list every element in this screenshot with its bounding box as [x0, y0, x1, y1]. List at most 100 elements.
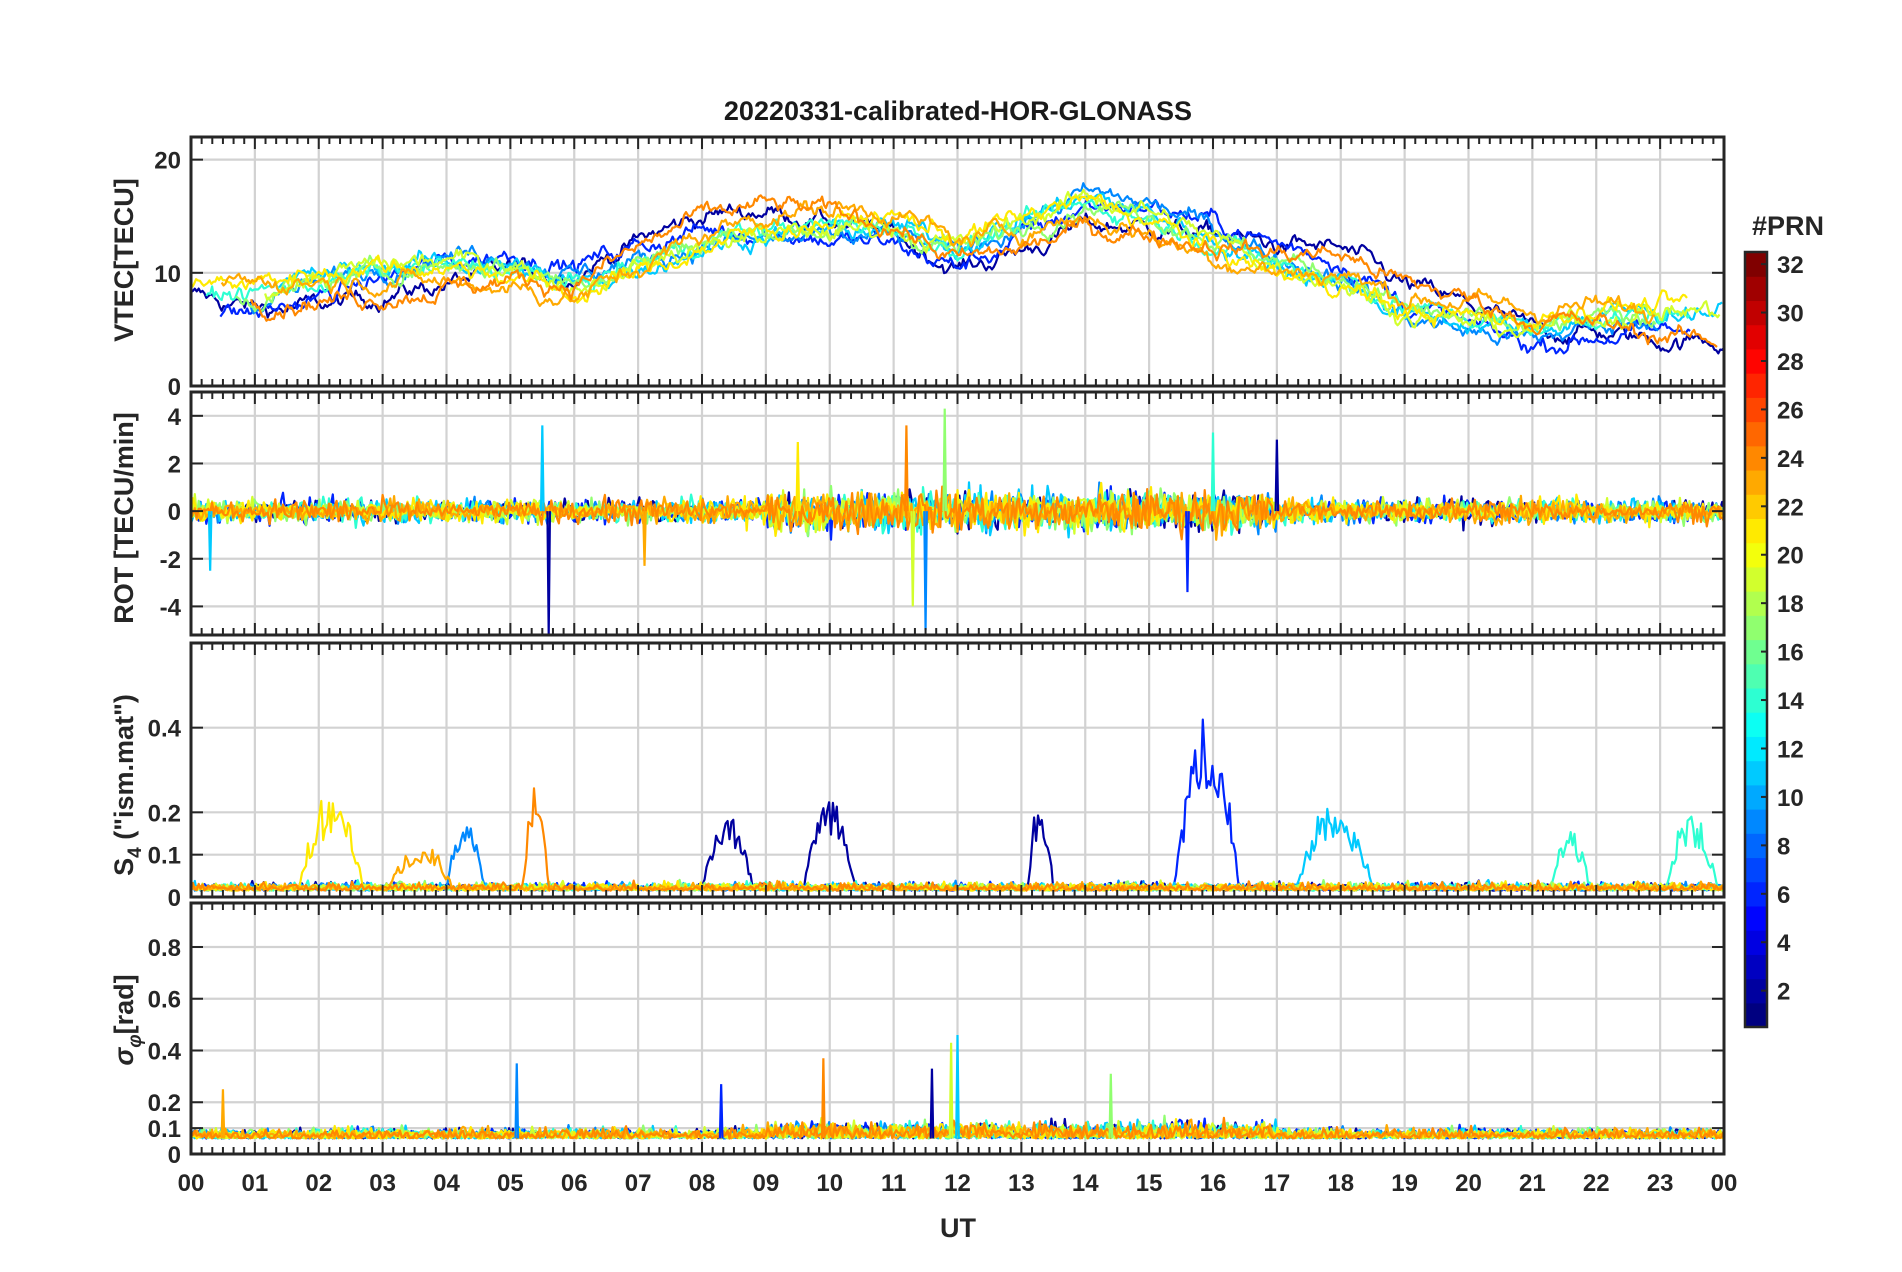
spike-mark [948, 1042, 954, 1139]
colorbar-swatch [1745, 300, 1767, 326]
spike-mark [1210, 432, 1216, 512]
ytick-label-s4: 0.2 [148, 800, 181, 827]
spike-mark [642, 511, 647, 566]
ylabel-sigma-sub: φ [125, 1034, 146, 1047]
series-group-sigma [191, 1034, 1724, 1140]
ylabel-s4-rest: ("ism.mat") [109, 694, 139, 847]
spike-mark [220, 1089, 226, 1139]
spike-mark [820, 1058, 826, 1139]
xtick-label: 14 [1072, 1170, 1099, 1197]
x-axis-label: UT [940, 1213, 976, 1243]
colorbar-swatch [1745, 930, 1767, 955]
xtick-label: 03 [369, 1170, 396, 1197]
colorbar-swatch [1745, 663, 1767, 689]
ylabel-vtec: VTEC[TECU] [109, 178, 139, 342]
spike-mark [904, 425, 909, 512]
series-line [235, 200, 1657, 334]
xtick-label: 07 [625, 1170, 652, 1197]
ytick-label-sigma: 0.2 [148, 1090, 181, 1117]
colorbar-swatch [1745, 978, 1767, 1004]
x-axis-ticks: 00 01 02 03 04 05 06 07 08 09 10 11 12 13 14 15 16 17 18 19… [178, 1170, 1738, 1197]
xtick-label: 00 [1711, 1170, 1738, 1197]
ytick-label-vtec: 20 [154, 148, 181, 175]
series-line [191, 1116, 1724, 1140]
ylabel-sigma-rest: [rad] [109, 974, 139, 1034]
series-group-vtec [191, 182, 1724, 355]
colorbar-tick-label: 32 [1777, 252, 1804, 279]
spike-mark [923, 511, 928, 631]
colorbar-tick-label: 18 [1777, 591, 1804, 618]
xtick-label: 19 [1391, 1170, 1418, 1197]
xtick-label: 10 [816, 1170, 843, 1197]
series-line [205, 199, 1691, 336]
colorbar-swatch [1745, 397, 1767, 423]
xtick-label: 01 [242, 1170, 269, 1197]
colorbar-swatch [1745, 348, 1767, 374]
colorbar-swatch [1745, 276, 1767, 302]
colorbar-swatch [1745, 1002, 1767, 1028]
colorbar-swatch [1745, 881, 1767, 907]
xtick-label: 13 [1008, 1170, 1035, 1197]
xtick-label: 15 [1136, 1170, 1163, 1197]
xtick-label: 17 [1264, 1170, 1291, 1197]
panel-sigma: σφ[rad] 00.10.2 0.4 0.6 0.8 [109, 901, 1726, 1169]
ylabel-s4: S4 ("ism.mat") [109, 694, 146, 876]
ytick-label-s4: 0 [168, 885, 181, 912]
colorbar-swatch [1745, 905, 1767, 931]
colorbar-swatch [1745, 736, 1767, 762]
spike-mark [546, 511, 552, 635]
colorbar-frame [1743, 250, 1769, 1029]
colorbar-swatch [1745, 712, 1767, 737]
spike-mark [955, 1034, 960, 1139]
ytick-label-rot: 0 [168, 499, 181, 526]
panel-vtec: VTEC[TECU] 0 10 20 [109, 135, 1726, 401]
ytick-label-sigma: 0.4 [148, 1038, 182, 1065]
colorbar-swatch [1745, 445, 1767, 471]
ylabel-rot: ROT [TECU/min] [109, 412, 139, 623]
colorbar-swatch [1745, 687, 1767, 713]
colorbar-swatch [1745, 639, 1767, 665]
colorbar-swatch [1745, 373, 1767, 398]
xtick-label: 20 [1455, 1170, 1482, 1197]
colorbar-tick-label: 20 [1777, 543, 1804, 570]
colorbar-swatch [1745, 469, 1767, 495]
series-line [191, 485, 1724, 541]
series-line [191, 194, 1688, 332]
panel-rot: ROT [TECU/min] -4 -2 0 2 4 [109, 390, 1726, 637]
spike-mark [910, 511, 916, 607]
colorbar-swatch [1745, 324, 1767, 350]
colorbar-tick-label: 10 [1777, 785, 1804, 812]
ylabel-sigma-main: σ [109, 1047, 139, 1066]
ytick-label-rot: 4 [168, 404, 182, 431]
ytick-label-rot: 2 [168, 451, 181, 478]
colorbar-swatch [1745, 615, 1767, 641]
spike-mark [207, 511, 213, 571]
colorbar-tick-label: 26 [1777, 397, 1804, 424]
spike-mark [942, 408, 948, 512]
colorbar-tick-label: 30 [1777, 301, 1804, 328]
colorbar-swatch [1745, 421, 1767, 447]
xtick-label: 12 [944, 1170, 971, 1197]
ytick-label-sigma: 0.8 [148, 935, 181, 962]
xtick-label: 08 [689, 1170, 716, 1197]
colorbar-swatch [1745, 518, 1767, 544]
spike-mark [1108, 1073, 1114, 1139]
ytick-label-vtec: 0 [168, 374, 181, 401]
colorbar-label: #PRN [1752, 211, 1824, 241]
colorbar-tick-label: 22 [1777, 494, 1804, 521]
colorbar-swatch [1745, 760, 1767, 786]
colorbar-swatch [1745, 784, 1767, 810]
ylabel-sigma: σφ[rad] [109, 974, 146, 1065]
colorbar-swatch [1745, 591, 1767, 616]
xtick-label: 06 [561, 1170, 588, 1197]
colorbar-tick-label: 2 [1777, 979, 1790, 1006]
xtick-label: 22 [1583, 1170, 1610, 1197]
spike-mark [1185, 511, 1190, 593]
colorbar-swatch [1745, 542, 1767, 568]
xtick-label: 16 [1200, 1170, 1227, 1197]
ytick-label-sigma: 0.6 [148, 987, 181, 1014]
colorbar-swatch [1745, 857, 1767, 883]
colorbar-tick-label: 16 [1777, 640, 1804, 667]
xtick-label: 23 [1647, 1170, 1674, 1197]
